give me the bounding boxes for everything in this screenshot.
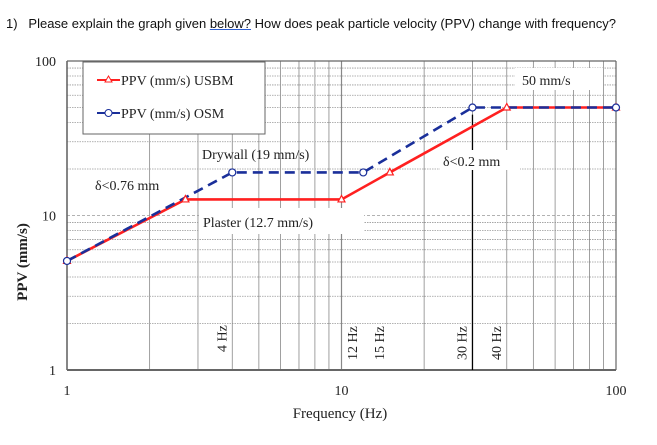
question-part: Please explain the graph given [28,16,210,31]
freq-mark-label: 30 Hz [455,326,470,360]
data-point [611,103,621,112]
legend-osm-label: PPV (mm/s) OSM [121,107,225,122]
data-point [468,103,477,112]
data-point [180,194,190,203]
data-point [228,168,237,177]
plaster-annotation: Plaster (12.7 mm/s) [203,216,313,231]
freq-mark-label: 12 Hz [346,326,361,360]
question-text: 1) Please explain the graph given below?… [6,14,646,33]
data-point [502,102,512,111]
question-underlined: below? [209,16,252,31]
triangle-marker-icon [104,75,113,83]
freq-mark-label: 15 Hz [373,326,388,360]
legend: PPV (mm/s) USBM PPV (mm/s) OSM [82,61,266,135]
limit-annotation: 50 mm/s [522,74,571,89]
y-axis-label: PPV (mm/s) [15,223,31,301]
data-point [359,168,368,177]
x-tick-label: 10 [335,384,349,399]
freq-mark-label: 4 Hz [215,325,230,352]
y-tick-label: 100 [35,55,56,70]
x-axis-label: Frequency (Hz) [293,406,388,422]
legend-usbm-label: PPV (mm/s) USBM [121,74,234,89]
disp-low-annotation: δ<0.76 mm [95,179,159,194]
series [62,102,621,266]
freq-mark-label: 40 Hz [490,326,505,360]
data-point [62,256,72,266]
question-part: How does peak particle velocity (PPV) ch… [251,16,616,31]
x-tick-label: 100 [606,384,627,399]
x-tick-label: 1 [64,384,71,399]
circle-marker-icon [104,109,113,117]
y-tick-label: 10 [42,210,56,225]
data-point [385,167,395,176]
y-tick-label: 1 [49,364,56,379]
data-point [336,194,347,203]
drywall-annotation: Drywall (19 mm/s) [202,148,310,163]
question-number: 1) [6,16,18,31]
disp-high-annotation: δ<0.2 mm [443,155,500,170]
